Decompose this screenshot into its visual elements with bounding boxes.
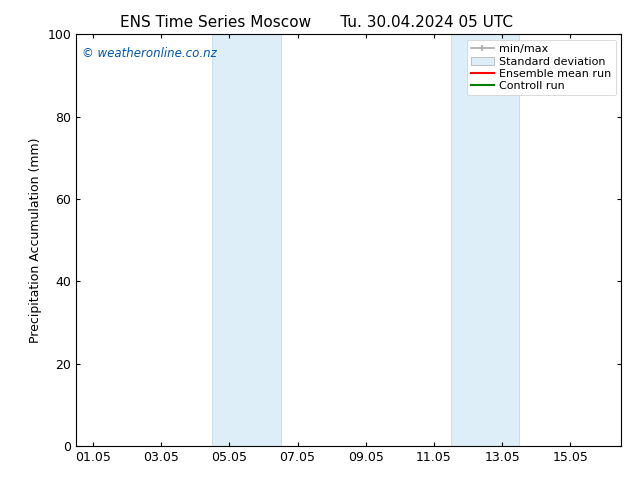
Bar: [451, 34, 519, 446]
Y-axis label: Precipitation Accumulation (mm): Precipitation Accumulation (mm): [29, 137, 42, 343]
Legend: min/max, Standard deviation, Ensemble mean run, Controll run: min/max, Standard deviation, Ensemble me…: [467, 40, 616, 96]
Text: ENS Time Series Moscow      Tu. 30.04.2024 05 UTC: ENS Time Series Moscow Tu. 30.04.2024 05…: [120, 15, 514, 30]
Text: © weatheronline.co.nz: © weatheronline.co.nz: [82, 47, 216, 60]
Bar: [212, 34, 280, 446]
